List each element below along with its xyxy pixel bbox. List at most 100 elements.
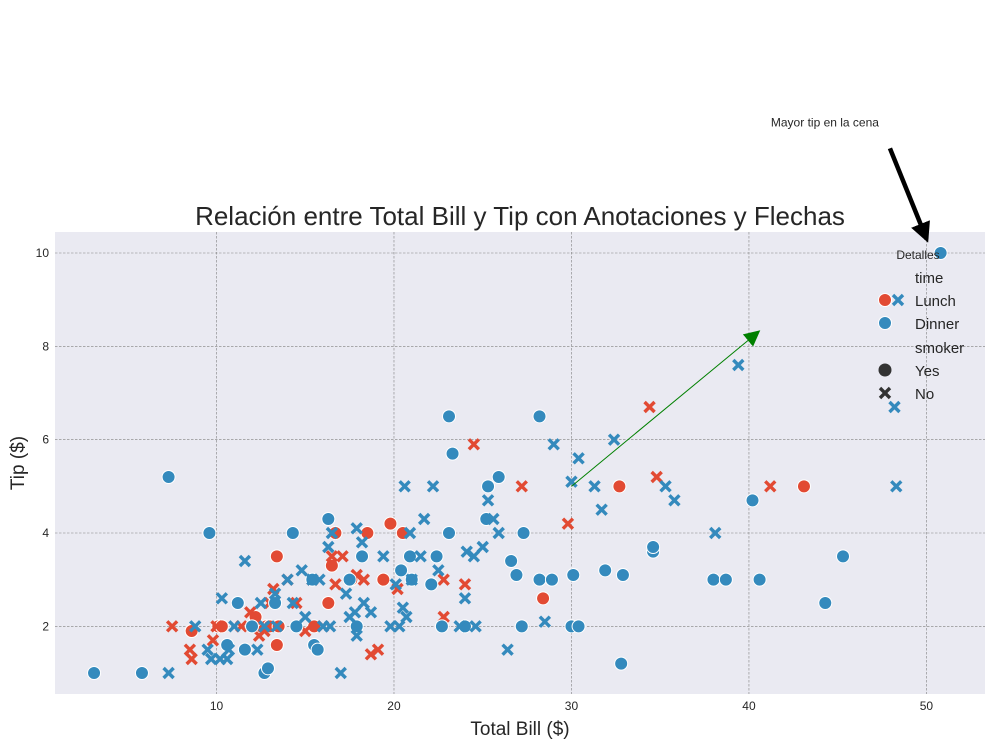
data-point	[383, 516, 398, 531]
data-point	[732, 358, 745, 372]
data-point	[572, 452, 585, 465]
annotation-text: Mayor tip en la cena	[771, 115, 879, 129]
data-point	[270, 620, 284, 633]
data-point	[888, 400, 901, 414]
data-point	[323, 620, 337, 633]
data-point	[536, 591, 551, 606]
data-point	[509, 568, 524, 582]
data-point	[325, 526, 339, 540]
data-point	[458, 592, 472, 605]
legend: Detalles time Lunch Dinner smoker Yes No	[878, 248, 964, 403]
y-tick-label: 6	[42, 433, 49, 447]
data-point	[228, 620, 241, 633]
data-point	[437, 573, 450, 586]
data-point	[417, 512, 431, 526]
data-point	[350, 522, 363, 535]
data-point	[514, 619, 529, 634]
data-point	[615, 568, 630, 582]
data-point	[442, 526, 457, 540]
data-point	[588, 480, 601, 493]
data-point	[405, 573, 418, 586]
data-point	[299, 610, 312, 624]
data-point	[566, 568, 581, 582]
legend-lunch-x-marker	[891, 293, 905, 307]
data-point	[607, 433, 621, 446]
data-point	[183, 643, 197, 656]
data-point	[355, 549, 370, 564]
data-point	[491, 470, 506, 484]
data-point	[321, 596, 336, 610]
data-point	[745, 493, 760, 508]
data-point	[442, 409, 457, 424]
data-point	[281, 573, 294, 586]
data-point	[364, 648, 378, 661]
data-point	[220, 652, 234, 666]
data-point	[402, 549, 417, 564]
data-point	[165, 620, 179, 633]
data-point	[668, 494, 681, 507]
legend-no-marker	[878, 386, 892, 400]
data-point	[933, 246, 948, 260]
data-point	[355, 536, 369, 549]
data-point	[818, 596, 833, 610]
data-point	[706, 572, 721, 587]
data-point	[258, 620, 271, 633]
x-tick-label: 10	[210, 699, 224, 713]
data-point	[364, 606, 378, 619]
data-point	[206, 634, 220, 647]
legend-hue-title: time	[915, 270, 943, 287]
data-point	[434, 619, 449, 634]
data-point	[561, 517, 575, 530]
data-point	[614, 656, 629, 671]
data-point	[348, 606, 362, 619]
data-point	[595, 503, 608, 516]
x-tick-label: 50	[920, 699, 934, 713]
data-point	[162, 666, 175, 680]
data-point	[426, 480, 440, 493]
data-point	[161, 470, 176, 484]
x-tick-label: 40	[742, 699, 756, 713]
data-point	[295, 564, 308, 577]
data-point	[515, 480, 528, 493]
data-point	[492, 526, 505, 540]
data-point	[310, 642, 325, 657]
chart-title: Relación entre Total Bill y Tip con Anot…	[195, 201, 845, 231]
data-point	[222, 643, 236, 656]
data-point	[796, 479, 811, 494]
data-point	[424, 577, 439, 592]
data-point	[598, 563, 613, 578]
legend-lunch-label: Lunch	[915, 293, 956, 310]
y-tick-label: 2	[42, 619, 49, 633]
data-point	[538, 615, 552, 628]
x-axis-label: Total Bill ($)	[470, 719, 569, 740]
data-point	[290, 596, 303, 610]
data-point	[501, 643, 514, 656]
data-point	[254, 596, 268, 610]
data-point	[544, 572, 559, 587]
data-point	[414, 550, 427, 563]
data-point	[565, 475, 578, 488]
data-point	[185, 652, 198, 666]
data-point	[342, 572, 357, 587]
data-point	[289, 619, 304, 634]
data-point	[646, 540, 661, 554]
data-point	[377, 550, 390, 563]
annotation-arrow-black	[887, 147, 930, 243]
y-tick-label: 10	[36, 246, 50, 260]
x-tick-label: 30	[565, 699, 579, 713]
data-point	[389, 578, 402, 591]
data-point	[334, 666, 347, 680]
data-point	[215, 592, 229, 605]
data-point	[360, 526, 375, 540]
data-point	[230, 596, 245, 610]
data-point	[890, 480, 903, 493]
data-point	[189, 620, 202, 633]
data-point	[324, 558, 339, 573]
data-point	[396, 601, 410, 614]
data-point	[476, 540, 489, 554]
data-point	[487, 512, 500, 526]
data-point	[453, 620, 466, 633]
data-point	[210, 620, 223, 633]
data-point	[467, 438, 481, 451]
